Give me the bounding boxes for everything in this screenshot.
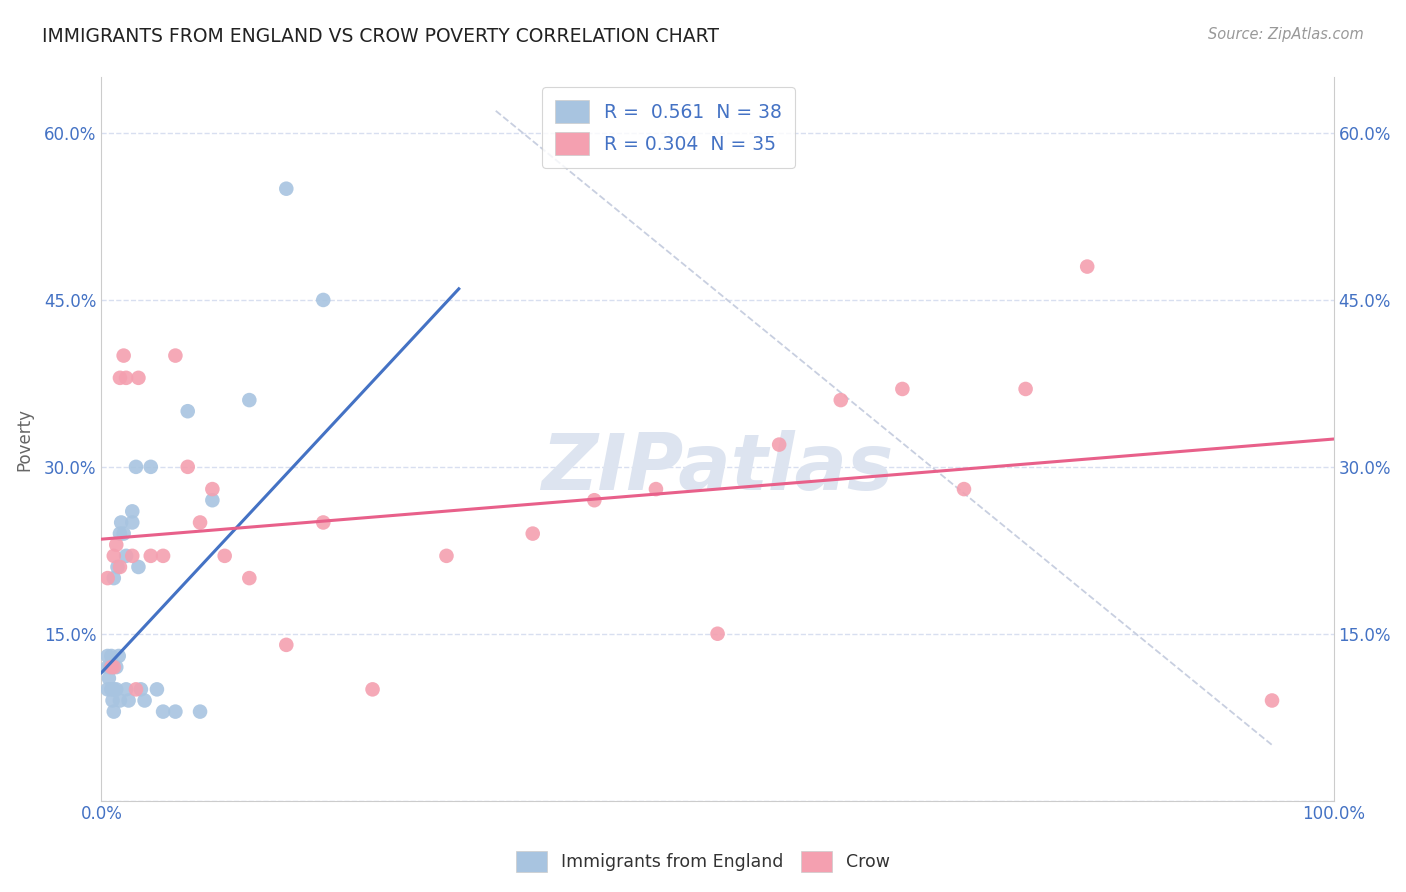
- Point: [522, 526, 544, 541]
- Point: [177, 459, 200, 474]
- Point: [125, 682, 148, 697]
- Point: [103, 571, 125, 585]
- Point: [165, 349, 187, 363]
- Point: [115, 371, 138, 385]
- Point: [1076, 260, 1098, 274]
- Point: [188, 705, 211, 719]
- Point: [101, 693, 124, 707]
- Text: Source: ZipAtlas.com: Source: ZipAtlas.com: [1208, 27, 1364, 42]
- Point: [108, 693, 131, 707]
- Text: ZIPatlas: ZIPatlas: [541, 430, 894, 506]
- Point: [134, 693, 156, 707]
- Point: [121, 549, 143, 563]
- Point: [103, 549, 125, 563]
- Point: [830, 393, 852, 408]
- Point: [436, 549, 458, 563]
- Point: [97, 682, 120, 697]
- Point: [100, 660, 122, 674]
- Point: [97, 571, 120, 585]
- Point: [121, 516, 143, 530]
- Point: [127, 371, 149, 385]
- Point: [100, 648, 122, 663]
- Point: [953, 482, 976, 496]
- Point: [276, 638, 298, 652]
- Point: [97, 648, 120, 663]
- Point: [127, 560, 149, 574]
- Point: [97, 660, 120, 674]
- Point: [108, 526, 131, 541]
- Point: [312, 293, 335, 307]
- Point: [108, 371, 131, 385]
- Legend: Immigrants from England, Crow: Immigrants from England, Crow: [509, 844, 897, 879]
- Y-axis label: Poverty: Poverty: [15, 408, 32, 470]
- Point: [201, 493, 224, 508]
- Point: [1014, 382, 1036, 396]
- Point: [112, 526, 135, 541]
- Point: [125, 459, 148, 474]
- Point: [112, 349, 135, 363]
- Point: [706, 626, 728, 640]
- Point: [108, 560, 131, 574]
- Point: [103, 660, 125, 674]
- Point: [238, 571, 260, 585]
- Point: [165, 705, 187, 719]
- Point: [115, 549, 138, 563]
- Point: [583, 493, 606, 508]
- Point: [98, 660, 121, 674]
- Point: [105, 660, 128, 674]
- Point: [201, 482, 224, 496]
- Point: [107, 648, 129, 663]
- Point: [110, 516, 132, 530]
- Point: [107, 560, 129, 574]
- Point: [152, 549, 174, 563]
- Point: [238, 393, 260, 408]
- Point: [361, 682, 384, 697]
- Legend: R =  0.561  N = 38, R = 0.304  N = 35: R = 0.561 N = 38, R = 0.304 N = 35: [541, 87, 794, 169]
- Point: [115, 682, 138, 697]
- Point: [152, 705, 174, 719]
- Point: [768, 437, 790, 451]
- Point: [645, 482, 668, 496]
- Point: [891, 382, 914, 396]
- Point: [276, 182, 298, 196]
- Point: [139, 549, 162, 563]
- Point: [129, 682, 152, 697]
- Point: [214, 549, 236, 563]
- Point: [139, 459, 162, 474]
- Point: [188, 516, 211, 530]
- Point: [97, 671, 120, 685]
- Point: [105, 682, 128, 697]
- Point: [103, 705, 125, 719]
- Text: IMMIGRANTS FROM ENGLAND VS CROW POVERTY CORRELATION CHART: IMMIGRANTS FROM ENGLAND VS CROW POVERTY …: [42, 27, 720, 45]
- Point: [105, 538, 128, 552]
- Point: [103, 682, 125, 697]
- Point: [100, 682, 122, 697]
- Point: [177, 404, 200, 418]
- Point: [312, 516, 335, 530]
- Point: [146, 682, 169, 697]
- Point: [117, 693, 139, 707]
- Point: [121, 504, 143, 518]
- Point: [1261, 693, 1284, 707]
